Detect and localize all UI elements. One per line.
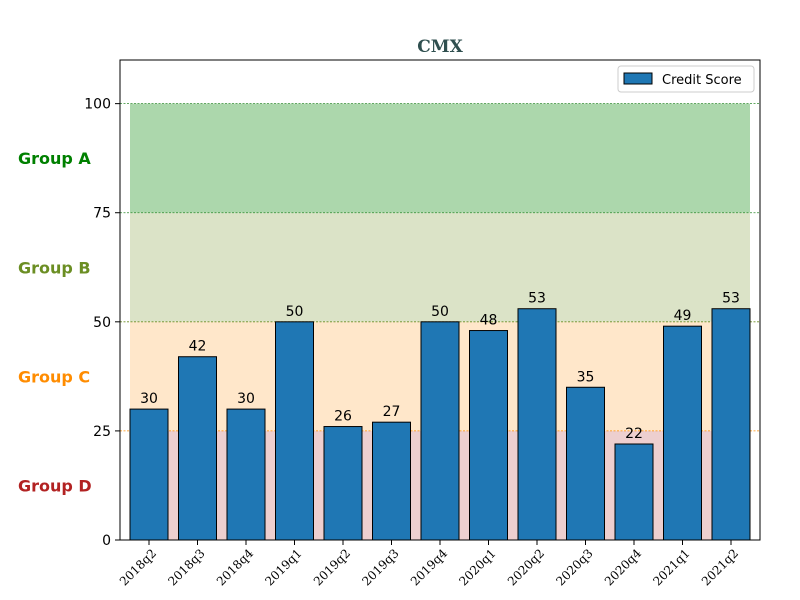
x-tick-label: 2020q3 [553,546,595,588]
x-tick-label: 2021q1 [650,546,692,588]
legend-swatch [623,72,653,85]
bar [469,330,508,541]
bar-layer [129,308,751,541]
bar [372,421,411,541]
data-label: 30 [237,391,255,407]
legend-label: Credit Score [662,73,742,88]
group-label: Group A [18,149,91,168]
legend: Credit Score [617,65,755,93]
band-group-b [130,212,750,322]
x-tick-label: 2019q4 [408,546,451,589]
x-axis: 2018q2 2018q3 2018q4 2019q1 2019q2 2019q3 2019… [117,540,741,589]
bar [663,325,702,541]
x-tick-label: 2020q4 [602,546,645,589]
group-label: Group C [18,367,90,386]
x-tick-label: 2021q2 [699,546,741,588]
y-tick-label: 50 [93,315,111,331]
data-label: 42 [189,339,207,355]
data-label: 48 [480,313,498,329]
x-tick-label: 2018q2 [117,546,159,588]
group-label-layer: Group A Group B Group C Group D [18,149,92,495]
bar [517,308,557,541]
bar [614,443,654,541]
data-label: 53 [528,291,546,307]
x-tick-label: 2019q3 [359,546,401,588]
data-label: 26 [334,409,352,425]
group-label: Group B [18,258,91,277]
band-group-a [130,103,750,213]
bar [323,426,363,541]
x-tick-label: 2020q2 [505,546,547,588]
data-label: 27 [383,404,401,420]
data-label: 30 [140,391,158,407]
y-tick-label: 75 [93,206,111,222]
bar [275,321,314,541]
x-tick-label: 2019q1 [262,546,304,588]
x-tick-label: 2020q1 [456,546,498,588]
data-label: 35 [577,369,595,385]
group-label: Group D [18,476,92,495]
data-label: 50 [286,304,304,320]
bar [711,308,751,541]
chart-title: CMX [417,37,463,57]
bar [129,408,169,541]
y-axis: 0 25 50 75 100 [84,97,120,549]
bar [566,386,605,541]
y-tick-label: 0 [102,533,111,549]
x-tick-label: 2019q2 [311,546,353,588]
x-tick-label: 2018q4 [214,546,257,589]
data-label-layer: 30 42 30 50 26 27 50 48 53 35 22 49 53 [140,291,740,442]
bar [226,408,266,541]
bar [178,356,217,541]
y-tick-label: 100 [84,97,111,113]
y-tick-label: 25 [93,424,111,440]
data-label: 22 [625,426,643,442]
data-label: 50 [431,304,449,320]
data-label: 53 [722,291,740,307]
data-label: 49 [674,308,692,324]
x-tick-label: 2018q3 [165,546,207,588]
bar [420,321,460,541]
